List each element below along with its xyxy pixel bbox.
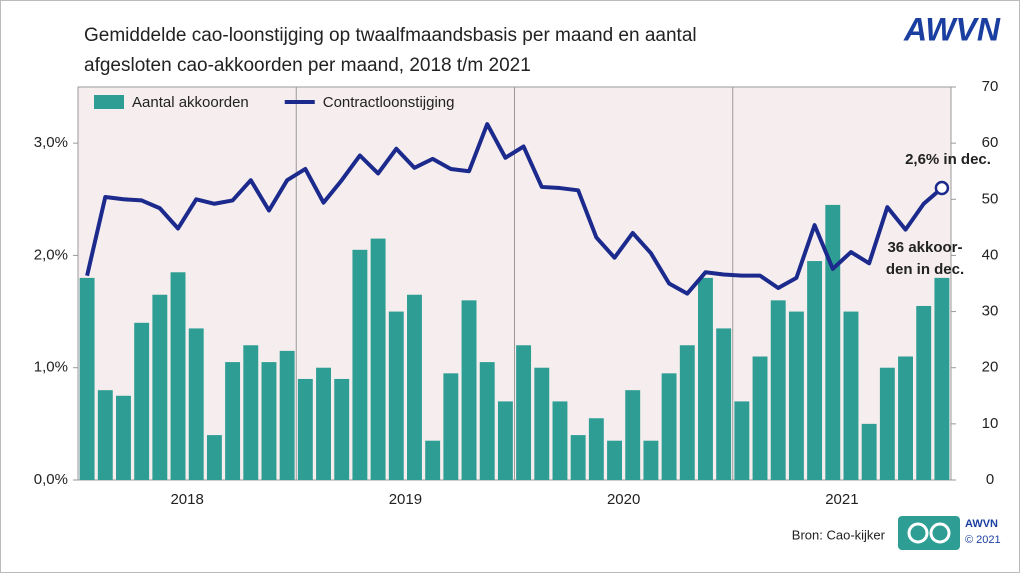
y-tick-label: 2,0% bbox=[34, 246, 68, 263]
bar bbox=[807, 261, 823, 480]
bar bbox=[297, 378, 313, 480]
bar bbox=[879, 367, 895, 480]
bar bbox=[261, 362, 277, 480]
footer-icon bbox=[907, 522, 929, 544]
y2-tick-label: 70 bbox=[982, 78, 999, 95]
legend-swatch bbox=[94, 95, 124, 109]
end-marker bbox=[934, 180, 950, 196]
bar bbox=[934, 277, 950, 480]
bar bbox=[643, 440, 659, 480]
bar bbox=[79, 277, 95, 480]
footer-logo: © 2021 bbox=[965, 534, 1001, 546]
x-tick-label: 2019 bbox=[389, 491, 422, 508]
y-tick-label: 1,0% bbox=[34, 359, 68, 376]
bar bbox=[152, 294, 168, 480]
bar bbox=[170, 272, 186, 480]
bar bbox=[607, 440, 622, 480]
bar bbox=[497, 401, 513, 480]
bar bbox=[479, 362, 495, 480]
bar bbox=[898, 356, 913, 480]
bar bbox=[443, 373, 459, 480]
y-tick-label: 0,0% bbox=[34, 471, 68, 488]
x-tick-label: 2021 bbox=[825, 491, 858, 508]
bar bbox=[679, 345, 695, 480]
bar bbox=[788, 311, 804, 480]
annotation: 36 akkoor- bbox=[887, 239, 962, 256]
bar bbox=[843, 311, 859, 480]
bar bbox=[516, 345, 532, 480]
bar bbox=[534, 367, 550, 480]
title-line: afgesloten cao-akkoorden per maand, 2018… bbox=[84, 55, 531, 76]
bar bbox=[206, 435, 222, 480]
bar bbox=[661, 373, 677, 480]
bar bbox=[734, 401, 750, 480]
footer-icon bbox=[898, 516, 960, 550]
bar bbox=[388, 311, 404, 480]
bar bbox=[588, 418, 604, 480]
bar bbox=[116, 395, 131, 480]
logo: AWVN bbox=[903, 11, 1001, 47]
legend-label: Contractloonstijging bbox=[323, 94, 455, 111]
y2-tick-label: 60 bbox=[982, 134, 999, 151]
y2-tick-label: 40 bbox=[982, 246, 999, 263]
y2-tick-label: 50 bbox=[982, 190, 999, 207]
x-tick-label: 2020 bbox=[607, 491, 640, 508]
line bbox=[85, 122, 944, 296]
bar bbox=[716, 328, 732, 480]
x-tick-label: 2018 bbox=[170, 491, 203, 508]
bar bbox=[461, 300, 477, 480]
bar bbox=[370, 238, 386, 480]
y2-tick-label: 10 bbox=[982, 415, 999, 432]
bar bbox=[552, 401, 568, 480]
annotation: 2,6% in dec. bbox=[905, 151, 991, 168]
legend-label: Aantal akkoorden bbox=[132, 94, 249, 111]
bar bbox=[243, 345, 259, 480]
bar bbox=[352, 249, 368, 480]
bar bbox=[825, 204, 841, 480]
source: Bron: Cao-kijker bbox=[792, 527, 886, 542]
annotation: den in dec. bbox=[886, 261, 964, 278]
footer-logo: AWVN bbox=[965, 518, 998, 530]
bar bbox=[698, 277, 713, 480]
y-tick-label: 3,0% bbox=[34, 134, 68, 151]
y2-tick-label: 20 bbox=[982, 359, 999, 376]
bar bbox=[425, 440, 441, 480]
bar bbox=[97, 390, 113, 480]
title-line: Gemiddelde cao-loonstijging op twaalfmaa… bbox=[84, 25, 697, 46]
bar bbox=[916, 305, 932, 480]
bar bbox=[225, 362, 241, 480]
bar bbox=[570, 435, 586, 480]
bar bbox=[316, 367, 331, 480]
bar bbox=[279, 350, 295, 480]
footer-icon bbox=[929, 522, 951, 544]
bar bbox=[188, 328, 204, 480]
bar bbox=[334, 378, 350, 480]
bar bbox=[861, 423, 877, 480]
y2-tick-label: 30 bbox=[982, 303, 999, 320]
bar bbox=[752, 356, 768, 480]
bar bbox=[134, 322, 150, 480]
bar bbox=[770, 300, 786, 480]
bar bbox=[407, 294, 422, 480]
bar bbox=[625, 390, 641, 480]
y2-tick-label: 0 bbox=[986, 471, 994, 488]
